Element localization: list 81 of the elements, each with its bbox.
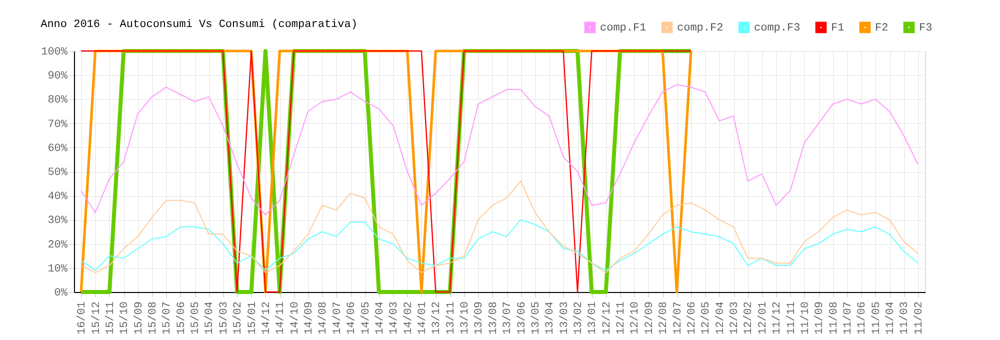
x-tick-label: 15/12 <box>90 302 103 335</box>
x-tick-label: 16/01 <box>76 301 89 335</box>
x-tick-label: 11/11 <box>786 301 798 335</box>
x-tick-label: 13/06 <box>516 302 528 335</box>
y-tick-label: 40% <box>48 191 68 204</box>
x-tick-label: 11/08 <box>828 302 840 335</box>
x-tick-label: 14/06 <box>346 302 358 335</box>
line-series <box>80 180 918 274</box>
x-tick-label: 14/03 <box>388 302 401 335</box>
y-tick-label: 20% <box>48 239 68 252</box>
legend-label: comp.F2 <box>677 22 724 34</box>
x-tick-label: 14/08 <box>318 302 330 335</box>
x-tick-label: 14/05 <box>360 302 372 335</box>
x-tick-label: 12/04 <box>714 301 727 335</box>
x-tick-label: 15/02 <box>232 302 245 335</box>
x-tick-label: 12/07 <box>672 302 684 335</box>
x-tick-label: 15/07 <box>162 302 174 335</box>
y-tick-label: 70% <box>48 118 68 131</box>
x-tick-label: 13/08 <box>488 302 500 335</box>
x-tick-label: 11/09 <box>814 302 826 335</box>
x-tick-label: 14/11 <box>275 301 288 335</box>
legend-label: comp.F3 <box>754 22 800 34</box>
x-tick-label: 15/05 <box>190 302 202 335</box>
x-tick-label: 13/10 <box>460 302 472 335</box>
x-tick-label: 12/01 <box>757 301 770 335</box>
x-tick-label: 14/07 <box>332 302 344 335</box>
x-tick-label: 12/05 <box>700 302 713 335</box>
x-tick-label: 13/03 <box>558 302 571 335</box>
y-tick-label: 80% <box>48 94 68 107</box>
x-tick-label: 11/12 <box>772 302 784 335</box>
x-tick-label: 12/11 <box>616 301 628 335</box>
x-tick-label: 15/11 <box>104 301 117 335</box>
x-tick-label: 15/04 <box>204 301 216 335</box>
line-series <box>80 84 918 216</box>
x-tick-label: 12/02 <box>743 302 756 335</box>
x-tick-label: 13/05 <box>530 302 542 335</box>
x-tick-label: 15/06 <box>176 302 188 335</box>
x-tick-label: 15/01 <box>246 301 259 335</box>
x-tick-label: 13/11 <box>445 301 458 335</box>
x-tick-label: 13/09 <box>474 302 486 335</box>
line-series <box>80 219 918 271</box>
x-tick-label: 13/07 <box>502 302 514 335</box>
y-tick-label: 60% <box>48 142 68 155</box>
x-tick-label: 14/04 <box>374 301 386 335</box>
x-tick-label: 14/01 <box>416 301 429 335</box>
x-tick-label: 11/03 <box>899 302 912 335</box>
x-tick-label: 15/09 <box>133 302 146 335</box>
x-tick-label: 12/12 <box>601 302 614 335</box>
y-tick-label: 100% <box>41 46 68 58</box>
x-tick-label: 13/12 <box>431 302 444 335</box>
x-tick-label: 15/03 <box>218 302 230 335</box>
x-tick-label: 12/03 <box>729 302 742 335</box>
legend-label: comp.F1 <box>600 22 647 34</box>
x-tick-label: 13/01 <box>587 301 600 335</box>
x-tick-label: 11/07 <box>842 302 854 335</box>
x-tick-label: 11/06 <box>856 302 869 335</box>
x-tick-label: 12/08 <box>658 302 670 335</box>
legend-label: F2 <box>875 22 888 34</box>
chart-title: Anno 2016 - Autoconsumi Vs Consumi (comparativa) <box>40 19 358 31</box>
y-tick-label: 90% <box>48 70 68 83</box>
x-tick-label: 11/04 <box>885 301 898 335</box>
y-tick-label: 30% <box>48 215 68 228</box>
y-tick-label: 0% <box>54 288 68 300</box>
x-tick-label: 12/06 <box>686 302 698 335</box>
x-tick-label: 15/08 <box>148 302 160 335</box>
y-tick-label: 10% <box>48 263 68 276</box>
x-tick-label: 11/05 <box>870 302 883 335</box>
legend-label: F1 <box>831 22 845 34</box>
x-tick-label: 11/02 <box>913 302 926 335</box>
legend-label: F3 <box>919 22 932 34</box>
x-tick-label: 13/04 <box>544 301 557 335</box>
x-tick-label: 12/09 <box>644 302 656 335</box>
x-tick-label: 14/02 <box>402 302 415 335</box>
x-tick-label: 13/02 <box>573 302 586 335</box>
x-tick-label: 14/12 <box>260 302 273 335</box>
x-tick-label: 15/10 <box>119 302 132 335</box>
x-tick-label: 11/10 <box>800 302 812 335</box>
x-tick-label: 12/10 <box>630 302 642 335</box>
y-tick-label: 50% <box>48 167 68 179</box>
x-tick-label: 14/09 <box>304 302 316 335</box>
x-tick-label: 14/10 <box>289 302 302 335</box>
